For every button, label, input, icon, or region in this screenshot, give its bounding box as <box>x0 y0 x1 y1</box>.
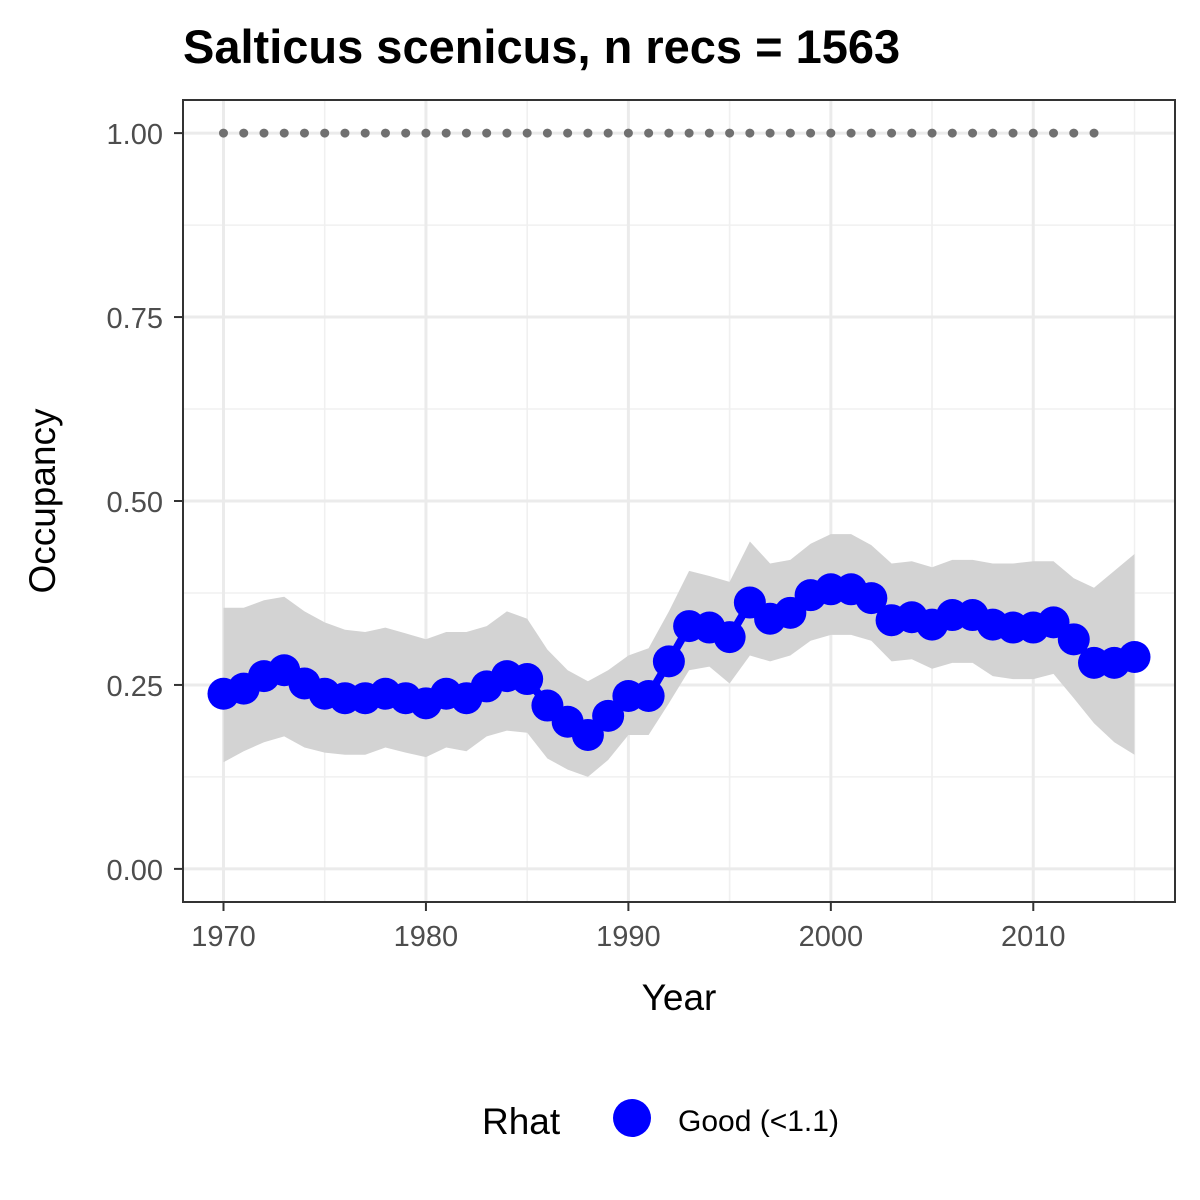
reference-point <box>279 128 289 138</box>
reference-point <box>1069 128 1079 138</box>
reference-point <box>542 128 552 138</box>
occupancy-point <box>652 645 685 678</box>
x-axis-title: Year <box>642 977 717 1018</box>
reference-point <box>927 128 937 138</box>
legend: Rhat Good (<1.1) <box>482 1099 839 1142</box>
legend-key-good <box>613 1099 651 1137</box>
occupancy-point <box>1057 623 1090 656</box>
occupancy-point <box>571 718 604 751</box>
reference-point <box>259 128 269 138</box>
reference-point <box>704 128 714 138</box>
chart-title: Salticus scenicus, n recs = 1563 <box>183 20 900 73</box>
reference-point <box>1008 128 1018 138</box>
reference-point <box>887 128 897 138</box>
reference-point <box>968 128 978 138</box>
reference-point <box>239 128 249 138</box>
occupancy-point <box>855 582 888 615</box>
reference-point <box>826 128 836 138</box>
reference-point <box>482 128 492 138</box>
legend-title: Rhat <box>482 1101 561 1142</box>
reference-point <box>1028 128 1038 138</box>
reference-point <box>684 128 694 138</box>
reference-point <box>785 128 795 138</box>
occupancy-point <box>511 663 544 696</box>
reference-point <box>360 128 370 138</box>
reference-point <box>299 128 309 138</box>
occupancy-point <box>713 621 746 654</box>
reference-point <box>907 128 917 138</box>
x-axis: 1970 1980 1990 2000 2010 <box>191 902 1066 953</box>
legend-label-good: Good (<1.1) <box>678 1105 839 1138</box>
reference-point <box>644 128 654 138</box>
occupancy-point <box>1118 640 1151 673</box>
reference-point <box>866 128 876 138</box>
reference-point <box>563 128 573 138</box>
reference-point <box>988 128 998 138</box>
y-axis-title: Occupancy <box>22 408 63 594</box>
reference-point <box>380 128 390 138</box>
reference-point <box>765 128 775 138</box>
reference-point <box>725 128 735 138</box>
reference-point <box>502 128 512 138</box>
y-axis: 0.00 0.25 0.50 0.75 1.00 <box>107 119 183 887</box>
y-tick-label: 0.75 <box>107 303 163 335</box>
major-gridlines <box>183 100 1175 902</box>
x-tick-label: 1980 <box>394 921 459 953</box>
occupancy-point <box>632 679 665 712</box>
reference-point <box>846 128 856 138</box>
reference-point <box>947 128 957 138</box>
x-tick-label: 1970 <box>191 921 256 953</box>
reference-point <box>522 128 532 138</box>
reference-point <box>401 128 411 138</box>
reference-point <box>218 128 228 138</box>
reference-point <box>603 128 613 138</box>
y-tick-label: 0.00 <box>107 855 163 887</box>
reference-point <box>441 128 451 138</box>
x-tick-label: 2010 <box>1001 921 1066 953</box>
reference-point <box>1089 128 1099 138</box>
y-tick-label: 0.25 <box>107 671 163 703</box>
reference-point <box>745 128 755 138</box>
x-tick-label: 1990 <box>596 921 661 953</box>
reference-point <box>583 128 593 138</box>
reference-point <box>1049 128 1059 138</box>
reference-point <box>806 128 816 138</box>
reference-point <box>340 128 350 138</box>
y-tick-label: 0.50 <box>107 487 163 519</box>
series-layer <box>207 573 1151 751</box>
reference-point <box>320 128 330 138</box>
reference-point <box>421 128 431 138</box>
reference-point <box>623 128 633 138</box>
occupancy-point <box>592 699 625 732</box>
x-tick-label: 2000 <box>799 921 864 953</box>
reference-point <box>664 128 674 138</box>
reference-points-layer <box>218 128 1099 138</box>
y-tick-label: 1.00 <box>107 119 163 151</box>
reference-point <box>461 128 471 138</box>
